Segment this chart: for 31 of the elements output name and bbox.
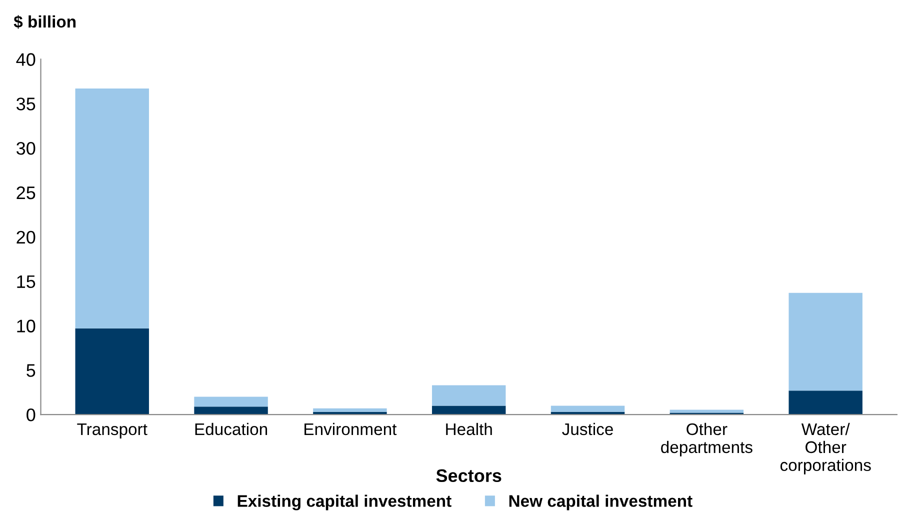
y-tick-label: 40 [16,53,36,66]
bar [194,406,268,415]
bar [75,88,149,328]
y-tick-label: 20 [16,230,36,244]
bar [788,292,862,391]
y-axis-title: $ billion [14,15,76,29]
x-tick-label: Justice [562,422,613,436]
y-tick-label: 25 [16,186,36,200]
y-tick-label: 5 [26,364,36,377]
bar [788,390,862,415]
x-tick-label: Health [446,422,492,436]
bar [432,385,506,406]
x-tick-label: Other departments [661,422,752,456]
x-tick-label: Environment [304,422,397,436]
bar [75,328,149,415]
bar [670,410,744,413]
bar [194,396,268,407]
bar [313,408,387,412]
legend-label: Existing capital investment [238,494,452,510]
bar [432,406,506,415]
x-tick-label: Water/ Other corporations [780,422,871,474]
y-tick-label: 30 [16,142,36,155]
x-tick-label: Education [195,422,268,436]
bar [550,406,625,412]
y-tick-label: 35 [16,98,36,110]
y-tick-label: 15 [17,275,36,288]
x-tick-label: Transport [77,424,148,438]
legend-label: New capital investment [509,494,692,510]
y-tick-label: 0 [26,408,36,422]
x-axis-title: Sectors [436,469,502,482]
y-tick-label: 10 [17,320,36,332]
